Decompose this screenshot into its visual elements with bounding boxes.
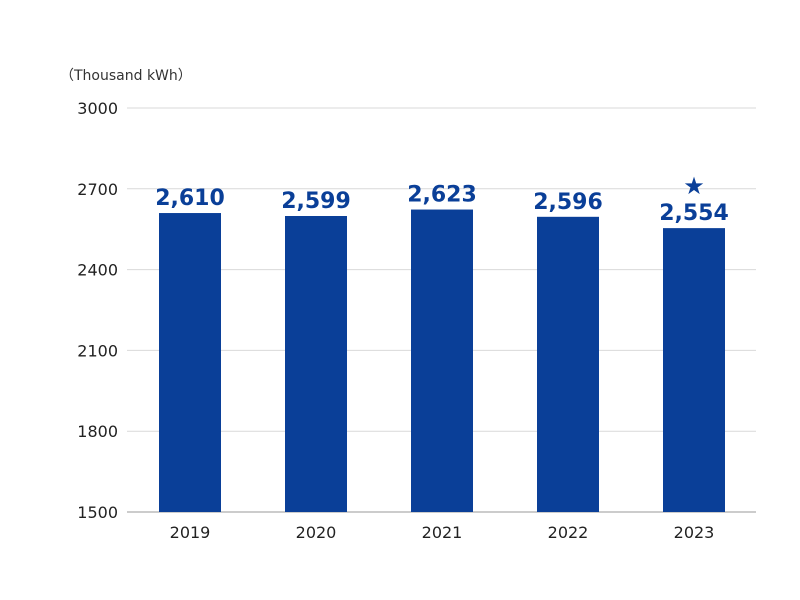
bar-2022 [537, 216, 599, 512]
data-label-2022: 2,596 [533, 190, 603, 215]
y-axis-ticks: 1500 1800 2100 2400 2700 3000 [77, 99, 118, 522]
data-labels: 2,610 2,599 2,623 2,596 2,554★ [155, 172, 729, 226]
y-tick-label-1800: 1800 [77, 422, 118, 441]
x-tick-label-2020: 2020 [296, 523, 337, 542]
data-label-2020: 2,599 [281, 189, 351, 214]
bar-2023 [663, 228, 725, 512]
bar-2019 [159, 213, 221, 513]
x-tick-label-2023: 2023 [674, 523, 715, 542]
bar-2021 [411, 209, 473, 512]
x-axis-ticks: 2019 2020 2021 2022 2023 [170, 523, 715, 542]
star-icon: ★ [683, 172, 705, 200]
data-label-2021: 2,623 [407, 183, 477, 208]
x-tick-label-2019: 2019 [170, 523, 211, 542]
y-tick-label-1500: 1500 [77, 503, 118, 522]
y-tick-label-3000: 3000 [77, 99, 118, 118]
y-tick-label-2100: 2100 [77, 341, 118, 360]
data-label-2023: 2,554 [659, 201, 729, 226]
x-tick-label-2021: 2021 [422, 523, 463, 542]
y-tick-label-2400: 2400 [77, 261, 118, 280]
bar-2020 [285, 216, 347, 512]
bars [159, 209, 725, 513]
x-tick-label-2022: 2022 [548, 523, 589, 542]
unit-label: （Thousand kWh） [60, 68, 192, 84]
y-tick-label-2700: 2700 [77, 180, 118, 199]
data-label-2019: 2,610 [155, 186, 225, 211]
